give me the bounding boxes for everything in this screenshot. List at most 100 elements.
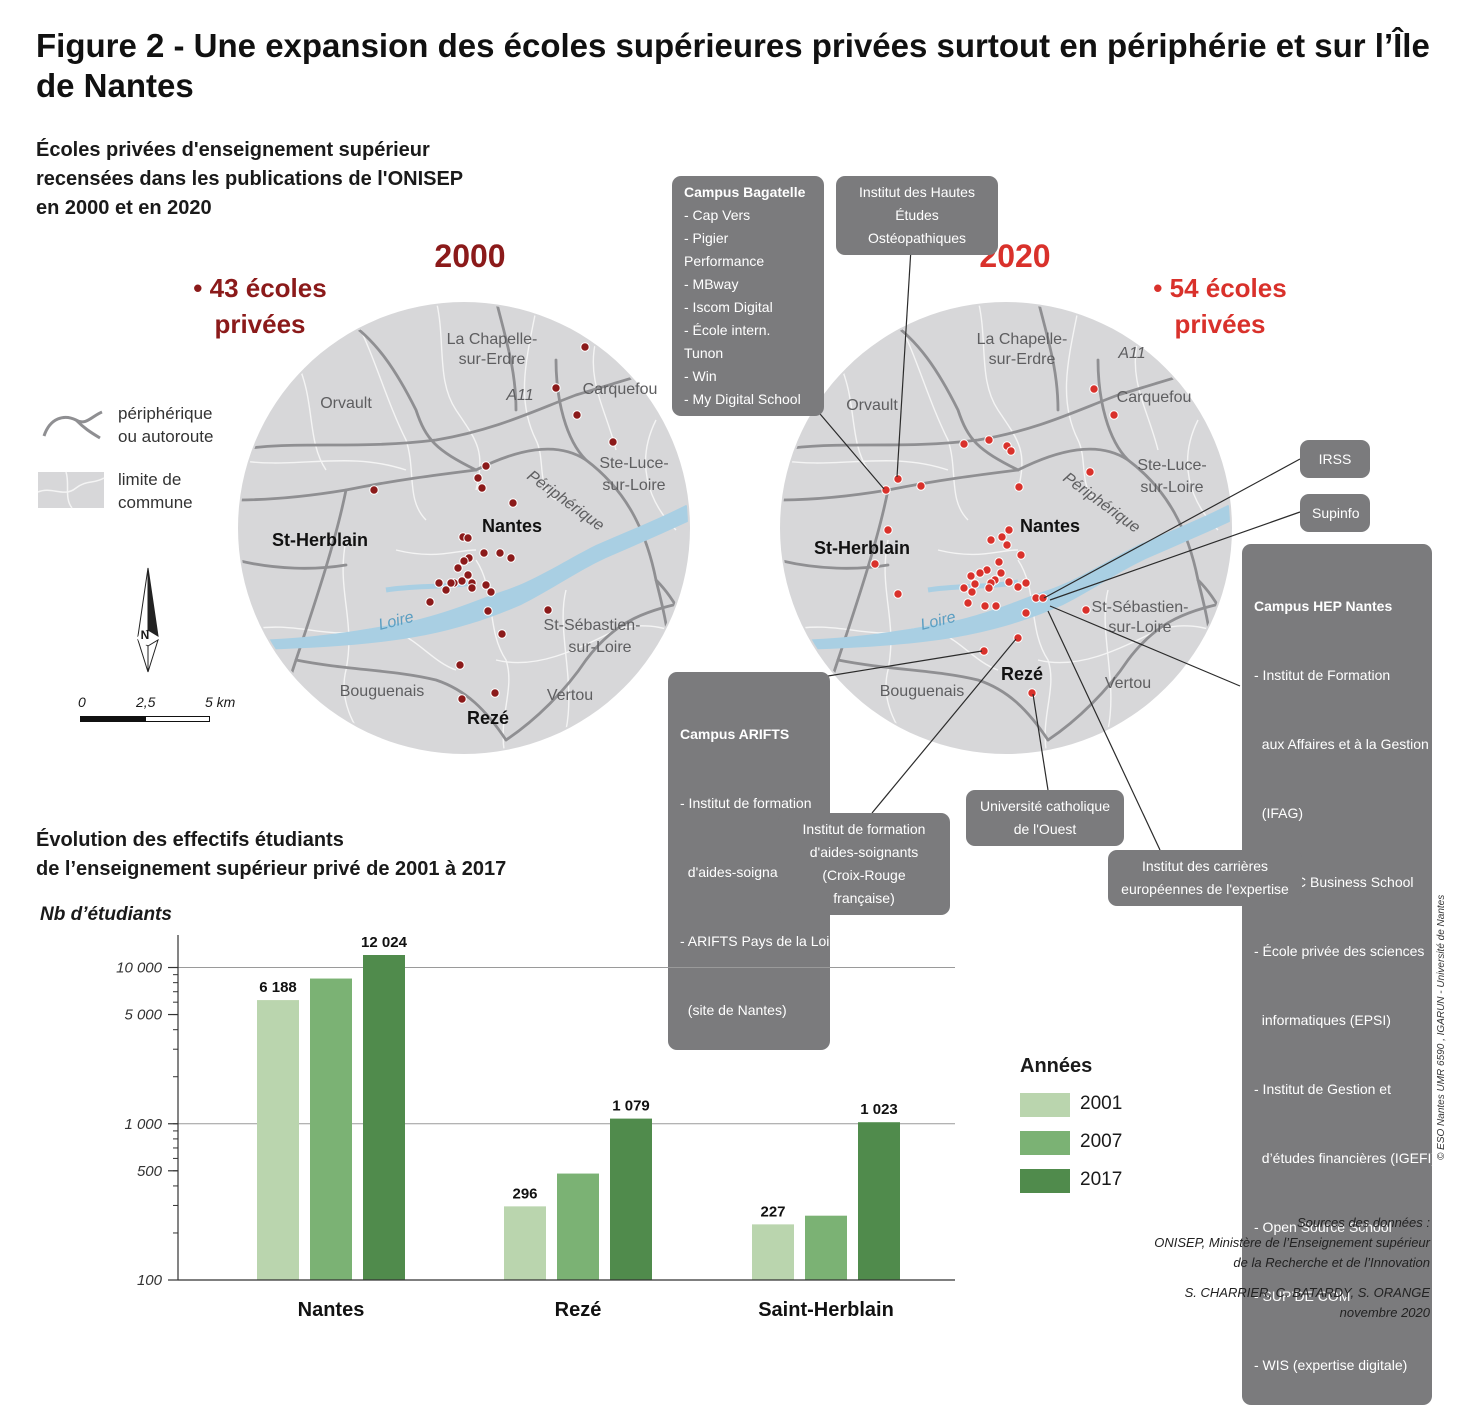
callout-item: - Institut de formation xyxy=(680,795,812,811)
school-dot xyxy=(996,568,1006,578)
school-dot xyxy=(959,583,969,593)
callout-campus-hep: Campus HEP Nantes - Institut de Formatio… xyxy=(1242,544,1436,1405)
callout-line: Supinfo xyxy=(1312,505,1360,521)
label-st-sebastien: St-Sébastien- xyxy=(1092,599,1189,616)
label-chapelle: sur-Erdre xyxy=(989,351,1056,368)
leader-line xyxy=(827,650,983,677)
callout-item: aux Affaires et à la Gestion xyxy=(1254,736,1429,752)
legend-swatch-2001 xyxy=(1020,1093,1070,1117)
leader-line xyxy=(1049,605,1241,687)
category-label: Saint-Herblain xyxy=(758,1299,894,1321)
y-tick-label: 100 xyxy=(137,1272,163,1289)
callout-item: (site de Nantes) xyxy=(680,1002,787,1018)
callout-campus-bagatelle: Campus Bagatelle - Cap Vers - Pigier Per… xyxy=(672,176,824,416)
label-st-herblain: St-Herblain xyxy=(272,530,368,550)
callout-item: - École intern. Tunon xyxy=(684,322,771,361)
school-dot xyxy=(991,601,1001,611)
scale-bar-black xyxy=(80,716,145,722)
legend-peripherique-line: ou autoroute xyxy=(118,427,214,446)
school-dot xyxy=(997,532,1007,542)
school-dot xyxy=(481,461,491,471)
legend-label-2017: 2017 xyxy=(1080,1169,1123,1190)
bar-value-label: 12 024 xyxy=(361,934,408,951)
bar-2017-Saint-Herblain xyxy=(858,1122,900,1280)
loire-river xyxy=(256,505,688,650)
bar-chart: 100 500 1 000 5 000 10 000 6 188 12 024 Nantes 2… xyxy=(116,934,955,1321)
callout-line: Institut des carrières xyxy=(1141,858,1269,874)
callout-item: - Win xyxy=(684,368,717,384)
school-dot xyxy=(463,570,473,580)
school-dot xyxy=(1109,410,1119,420)
bar-2001-Rezé xyxy=(504,1206,546,1280)
label-ste-luce: Ste-Luce- xyxy=(599,455,668,472)
school-dot xyxy=(1038,593,1048,603)
callout-irss: IRSS xyxy=(1300,440,1370,478)
callout-item: - Institut de Gestion et xyxy=(1254,1081,1391,1097)
legend-swatch-2007 xyxy=(1020,1131,1070,1155)
school-dot xyxy=(881,485,891,495)
leader-line xyxy=(1049,511,1301,601)
label-nantes: Nantes xyxy=(1020,516,1080,536)
school-dot xyxy=(455,660,465,670)
callout-item: - Iscom Digital xyxy=(684,299,773,315)
sources-block: Sources des données : ONISEP, Ministère … xyxy=(1030,1213,1430,1323)
label-carquefou: Carquefou xyxy=(583,381,658,398)
label-carquefou: Carquefou xyxy=(1117,389,1192,406)
label-bouguenais: Bouguenais xyxy=(880,683,965,700)
callout-supinfo: Supinfo xyxy=(1300,494,1370,532)
legend-commune-line: commune xyxy=(118,493,193,512)
school-dot xyxy=(441,585,451,595)
callout-leader-lines xyxy=(785,231,1301,851)
label-st-herblain: St-Herblain xyxy=(814,538,910,558)
school-dot xyxy=(963,598,973,608)
school-dot xyxy=(453,563,463,573)
school-dot xyxy=(486,587,496,597)
category-label: Rezé xyxy=(555,1299,602,1321)
callout-osteo: Institut des Hautes Études Ostéopathique… xyxy=(836,176,998,255)
scale-label-end: 5 km xyxy=(205,694,236,710)
label-vertou: Vertou xyxy=(1105,675,1151,692)
bar-2007-Saint-Herblain xyxy=(805,1215,847,1280)
bar-value-label: 1 023 xyxy=(860,1101,898,1118)
chart-title: Évolution des effectifs étudiants de l’e… xyxy=(36,826,506,884)
leader-line xyxy=(871,638,1017,814)
callout-croix-rouge: Institut de formation d'aides-soignants … xyxy=(778,813,950,915)
school-dot xyxy=(1016,550,1026,560)
school-dot xyxy=(883,525,893,535)
callout-line: IRSS xyxy=(1318,451,1352,467)
sources-line: ONISEP, Ministère de l’Enseignement supé… xyxy=(1154,1235,1430,1250)
y-axis-label: Nb d’étudiants xyxy=(40,904,172,925)
maps-subtitle-line: en 2000 et en 2020 xyxy=(36,197,212,219)
callout-item: - École privée des sciences xyxy=(1254,943,1425,959)
callout-item: - MBway xyxy=(684,276,739,292)
school-dot xyxy=(608,437,618,447)
chart-title-line: Évolution des effectifs étudiants xyxy=(36,829,344,851)
school-dot xyxy=(495,548,505,558)
school-dot xyxy=(467,583,477,593)
loire-river xyxy=(798,505,1230,650)
school-dot xyxy=(551,383,561,393)
school-dot xyxy=(916,481,926,491)
map-2020-bold-labels: Nantes St-Herblain Rezé xyxy=(814,516,1080,684)
scale-label-0: 0 xyxy=(78,694,86,710)
year-2000-label: 2000 xyxy=(434,238,506,274)
school-dot xyxy=(1014,482,1024,492)
bar-2007-Rezé xyxy=(557,1173,599,1280)
school-dot xyxy=(970,579,980,589)
scale-label-mid: 2,5 xyxy=(136,694,156,710)
school-dot xyxy=(1006,446,1016,456)
peripherique-symbol-branch xyxy=(74,418,101,440)
maps-subtitle-line: recensées dans les publications de l'ONI… xyxy=(36,168,464,190)
map-2000: La Chapelle- sur-Erdre Orvault Carquefou… xyxy=(238,302,690,754)
count-2020-line: • 54 écoles xyxy=(1153,273,1287,303)
legend-commune-line: limite de xyxy=(118,470,182,489)
school-dot xyxy=(1021,578,1031,588)
sources-authors: S. CHARRIER, C. BATARDY, S. ORANGE xyxy=(1184,1285,1430,1300)
callout-heading: Campus ARIFTS xyxy=(680,726,790,742)
school-dot xyxy=(1085,467,1095,477)
y-tick-label: 1 000 xyxy=(124,1116,162,1133)
school-dot xyxy=(481,580,491,590)
callout-item: - SUP’DE COM xyxy=(1254,1288,1351,1304)
count-2000-line: privées xyxy=(214,309,306,339)
school-dot xyxy=(1081,605,1091,615)
